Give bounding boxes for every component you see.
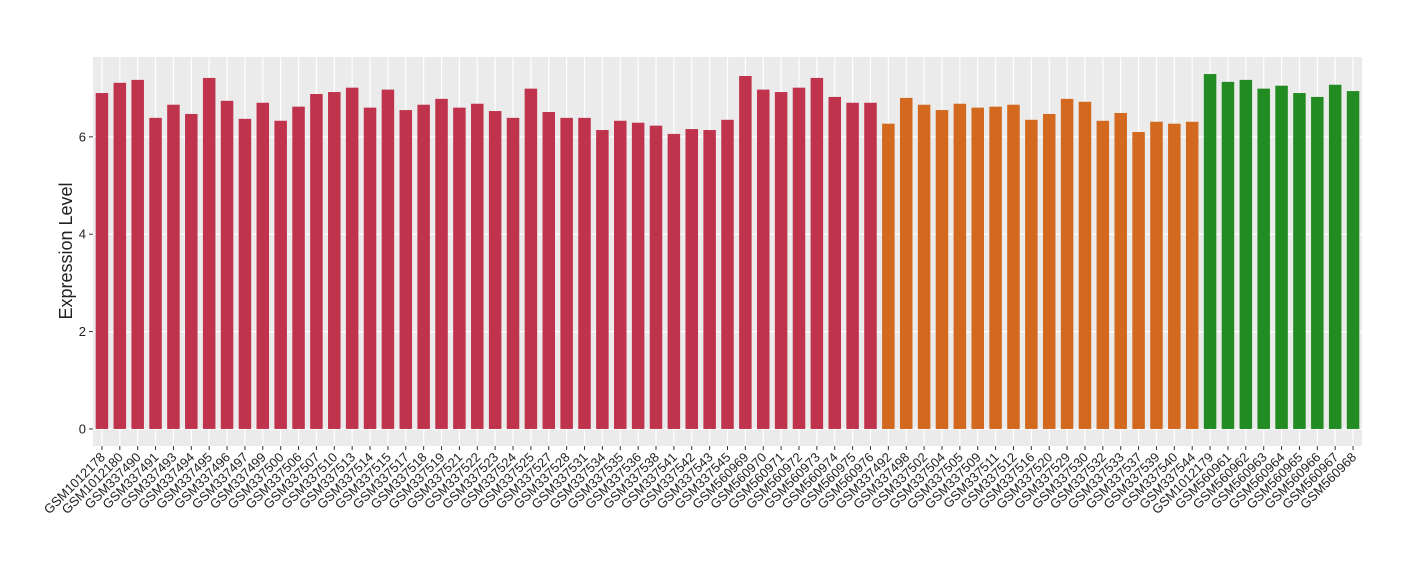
bar: [363, 107, 377, 429]
bar: [220, 100, 234, 429]
bar: [774, 92, 788, 429]
bar: [1293, 93, 1306, 429]
bar: [345, 87, 359, 429]
bar: [435, 98, 448, 429]
bar: [1007, 104, 1020, 429]
bar: [1221, 81, 1235, 429]
bar: [274, 120, 287, 429]
bar: [1185, 121, 1199, 429]
bar: [471, 103, 484, 429]
bar: [399, 110, 413, 429]
bar: [131, 79, 144, 429]
bar: [256, 102, 270, 429]
bar: [506, 117, 520, 429]
bar: [596, 130, 609, 429]
bar: [739, 75, 752, 429]
bar: [1132, 131, 1145, 429]
bar: [524, 88, 538, 429]
bar: [846, 102, 859, 429]
bar: [685, 129, 699, 429]
bar: [792, 87, 806, 429]
bar: [935, 110, 949, 429]
bar: [1346, 91, 1360, 429]
bar: [417, 104, 430, 429]
bar: [899, 97, 913, 429]
bar: [310, 94, 323, 429]
bar: [1257, 88, 1270, 429]
bar: [95, 93, 109, 429]
bar: [882, 123, 895, 429]
bar: [703, 130, 716, 429]
bar: [1078, 101, 1092, 429]
bar: [614, 120, 627, 429]
bar: [453, 107, 466, 429]
bar: [578, 117, 591, 429]
bar: [667, 133, 681, 429]
bar: [756, 89, 770, 429]
bar: [649, 125, 663, 429]
bar: [1042, 113, 1056, 429]
bar: [1239, 79, 1253, 429]
bar: [1203, 74, 1217, 429]
y-tick-label: 0: [79, 421, 86, 436]
bar: [542, 112, 556, 429]
bar: [167, 104, 180, 429]
y-axis-label: Expression Level: [56, 182, 76, 319]
bar: [113, 82, 127, 429]
bar: [1060, 98, 1074, 429]
bar: [631, 122, 645, 429]
bar: [989, 106, 1002, 429]
bar: [238, 118, 252, 429]
bar: [953, 103, 967, 429]
bar: [560, 117, 573, 429]
bar: [149, 117, 162, 429]
bar: [1311, 96, 1324, 429]
bar: [292, 106, 305, 429]
y-tick-label: 6: [79, 129, 86, 144]
bar: [971, 107, 984, 429]
bar: [185, 113, 198, 429]
bar: [1168, 123, 1181, 429]
y-tick-label: 2: [79, 324, 86, 339]
bar: [202, 77, 216, 429]
bar: [1275, 85, 1288, 429]
bar: [488, 111, 502, 429]
bar: [828, 96, 841, 429]
bar: [810, 77, 824, 429]
bar: [1114, 112, 1127, 429]
bar: [1328, 84, 1342, 429]
bar: [328, 92, 341, 429]
bar: [1150, 121, 1163, 429]
bar: [721, 119, 734, 429]
bar: [917, 104, 931, 429]
bar: [864, 102, 877, 429]
bar: [1025, 119, 1038, 429]
y-tick-label: 4: [79, 227, 86, 242]
bar: [381, 89, 395, 429]
bar: [1096, 120, 1110, 429]
